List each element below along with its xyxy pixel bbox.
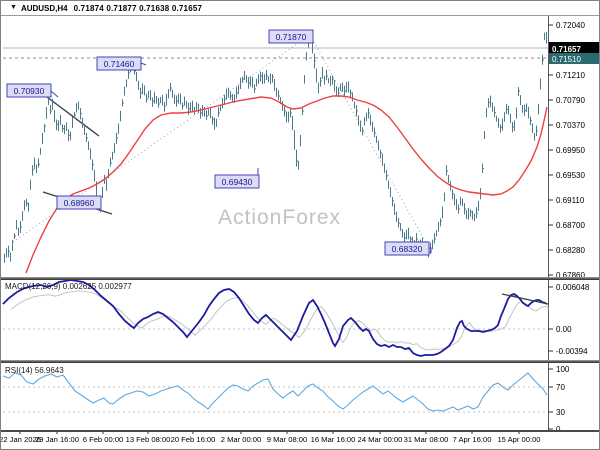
price-callout-box xyxy=(384,241,430,256)
price-axis-tick-label: 0.68280 xyxy=(556,246,585,255)
panel-splitter-main-macd[interactable] xyxy=(1,277,599,280)
solid-trendline xyxy=(46,96,100,137)
rsi-indicator-label: RSI(14) 56.9643 xyxy=(5,366,64,375)
time-axis-label: 22 Jan 2026 xyxy=(0,435,41,444)
time-axis-label: 6 Feb 00:00 xyxy=(82,435,124,444)
bid-price-tag-text: 0.71657 xyxy=(552,45,581,54)
callout-tail xyxy=(429,247,432,253)
callout-tail xyxy=(50,90,59,98)
price-callout-box xyxy=(56,195,102,210)
price-callout-text: 0.69430 xyxy=(222,177,253,187)
price-callout-box xyxy=(6,83,52,98)
time-axis-label: 24 Mar 00:00 xyxy=(357,435,403,444)
price-axis-tick-label: 0.69530 xyxy=(556,171,585,180)
time-axis-label: 20 Feb 16:00 xyxy=(170,435,216,444)
time-axis-border xyxy=(1,430,599,432)
macd-signal-line xyxy=(10,290,549,351)
time-axis-label: 9 Mar 08:00 xyxy=(266,435,308,444)
callout-tail xyxy=(140,62,147,66)
price-axis-tick-label: 0.69950 xyxy=(556,146,585,155)
price-callout-text: 0.71460 xyxy=(104,59,135,69)
rsi-axis-tick-label: 0 xyxy=(556,425,561,434)
rsi-axis-tick-label: 30 xyxy=(556,408,565,417)
moving-average-line xyxy=(25,95,548,274)
dotted-trendline xyxy=(12,34,311,243)
price-callout-box xyxy=(214,174,260,189)
dotted-trendline xyxy=(309,34,431,251)
bid-price-tag xyxy=(549,42,599,54)
ohlc-values: 0.71874 0.71877 0.71638 0.71657 xyxy=(73,3,203,13)
time-axis-label: 13 Feb 08:00 xyxy=(125,435,171,444)
rsi-axis-tick-label: 100 xyxy=(556,365,570,374)
price-callout-text: 0.70930 xyxy=(14,86,45,96)
price-axis-tick-label: 0.72040 xyxy=(556,21,585,30)
macd-axis-tick-label: 0.00 xyxy=(556,325,572,334)
macd-trendline xyxy=(501,293,549,305)
chart-title-bar: ▼ AUDUSD,H4 0.71874 0.71877 0.71638 0.71… xyxy=(1,1,599,16)
level-price-tag xyxy=(549,53,599,64)
panel-splitter-macd-rsi[interactable] xyxy=(1,360,599,363)
price-callout-text: 0.68320 xyxy=(392,244,423,254)
time-axis[interactable]: 22 Jan 2026 29 Jan 16:00 6 Feb 00:00 13 Feb… xyxy=(0,433,599,449)
symbol-period-label: AUDUSD,H4 xyxy=(20,3,68,13)
price-axis-tick-label: 0.70790 xyxy=(556,96,585,105)
price-axis-tick-label: 0.71210 xyxy=(556,71,585,80)
price-axis-tick-label: 0.68700 xyxy=(556,221,585,230)
time-axis-label: 16 Mar 16:00 xyxy=(310,435,356,444)
macd-axis-tick-label: 0.006048 xyxy=(556,283,590,292)
rsi-line xyxy=(2,372,548,412)
price-callout-box xyxy=(96,56,142,71)
level-price-tag-text: 0.71510 xyxy=(552,55,581,64)
price-callout-text: 0.71870 xyxy=(276,32,307,42)
price-axis-tick-label: 0.67860 xyxy=(556,271,585,280)
time-axis-label: 15 Apr 00:00 xyxy=(497,435,541,444)
price-callout-text: 0.68960 xyxy=(64,198,95,208)
symbol-dropdown-icon[interactable]: ▼ xyxy=(10,4,17,11)
macd-axis-tick-label: -0.00394 xyxy=(556,347,588,356)
price-callout-box xyxy=(268,29,314,44)
rsi-axis-tick-label: 70 xyxy=(556,383,565,392)
time-axis-label: 29 Jan 16:00 xyxy=(35,435,79,444)
macd-indicator-label: MACD(12,26,9) 0.002625 0.002977 xyxy=(5,282,132,291)
time-axis-label: 2 Mar 00:00 xyxy=(220,435,262,444)
time-axis-label: 7 Apr 16:00 xyxy=(452,435,492,444)
macd-main-line xyxy=(2,279,548,357)
actionforex-watermark: ActionForex xyxy=(218,206,342,229)
time-axis-label: 31 Mar 08:00 xyxy=(403,435,449,444)
price-axis-tick-label: 0.69110 xyxy=(556,196,585,205)
price-axis-tick-label: 0.70370 xyxy=(556,121,585,130)
